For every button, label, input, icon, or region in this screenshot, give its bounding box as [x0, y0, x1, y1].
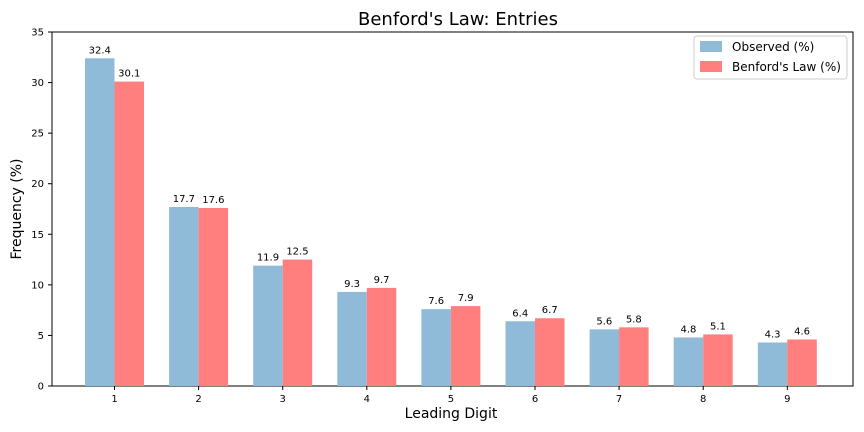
legend-swatch-benford [700, 61, 722, 72]
bar-value-label-observed: 9.3 [344, 279, 360, 290]
y-tick-label: 15 [31, 230, 44, 241]
bar-benford [198, 207, 229, 386]
bar-value-label-observed: 4.8 [680, 324, 696, 335]
y-axis-label: Frequency (%) [9, 158, 25, 259]
y-tick-label: 35 [31, 28, 44, 39]
x-tick-label: 2 [195, 394, 201, 405]
y-tick-label: 30 [31, 78, 44, 89]
bar-benford [703, 334, 733, 386]
x-tick-label: 3 [280, 394, 286, 405]
bar-benford [535, 318, 565, 386]
bar-value-label-observed: 32.4 [89, 45, 111, 56]
x-tick-label: 6 [532, 394, 538, 405]
bar-value-label-benford: 6.7 [542, 305, 558, 316]
legend-swatch-observed [700, 41, 722, 52]
bar-value-label-benford: 5.1 [710, 321, 726, 332]
chart-title: Benford's Law: Entries [358, 9, 558, 30]
bar-observed [505, 321, 535, 386]
x-tick-label: 5 [448, 394, 454, 405]
bar-observed [673, 337, 704, 386]
bar-value-label-observed: 7.6 [428, 296, 444, 307]
x-axis: 1 2 3 4 5 6 7 8 9 [111, 386, 790, 405]
x-tick-label: 8 [700, 394, 706, 405]
bar-benford [619, 327, 649, 386]
bar-value-label-observed: 11.9 [257, 253, 279, 264]
bar-observed [85, 58, 115, 386]
legend-box [693, 35, 848, 80]
y-tick-label: 5 [38, 331, 44, 342]
legend: Observed (%) Benford's Law (%) [693, 35, 848, 80]
bar-benford [114, 81, 144, 386]
bar-value-label-benford: 9.7 [374, 275, 390, 286]
bar-value-label-benford: 5.8 [626, 314, 642, 325]
bar-observed [169, 206, 199, 386]
x-tick-label: 1 [111, 394, 117, 405]
bars-layer [85, 58, 817, 386]
bar-value-label-benford: 12.5 [286, 247, 308, 258]
bar-value-label-observed: 6.4 [512, 308, 528, 319]
bar-benford [787, 339, 817, 386]
bar-observed [337, 291, 367, 386]
bar-observed [757, 342, 788, 386]
legend-label-observed: Observed (%) [732, 40, 814, 54]
y-tick-label: 25 [31, 129, 44, 140]
bar-benford [450, 306, 481, 386]
bar-value-label-benford: 30.1 [118, 69, 140, 80]
y-axis: 0 5 10 15 20 25 30 35 [31, 28, 52, 393]
bar-value-label-benford: 4.6 [794, 326, 810, 337]
x-axis-label: Leading Digit [405, 406, 498, 422]
bar-observed [589, 329, 620, 386]
x-tick-label: 4 [364, 394, 370, 405]
bar-benford [282, 259, 313, 386]
bar-value-label-observed: 17.7 [173, 194, 195, 205]
bar-value-label-benford: 7.9 [458, 293, 474, 304]
bar-observed [421, 309, 451, 386]
bar-labels-layer: 32.4 17.7 11.9 9.3 7.6 6.4 5.6 4.8 4.3 30.1 17.6 12… [89, 45, 810, 340]
y-tick-label: 0 [38, 382, 44, 393]
bar-observed [253, 265, 283, 386]
x-tick-label: 9 [784, 394, 790, 405]
bar-value-label-benford: 17.6 [202, 195, 224, 206]
bar-benford [366, 287, 397, 386]
bar-value-label-observed: 5.6 [596, 316, 612, 327]
x-tick-label: 7 [616, 394, 622, 405]
y-tick-label: 10 [31, 280, 44, 291]
legend-label-benford: Benford's Law (%) [732, 60, 841, 74]
bar-value-label-observed: 4.3 [765, 330, 781, 341]
y-tick-label: 20 [31, 179, 44, 190]
